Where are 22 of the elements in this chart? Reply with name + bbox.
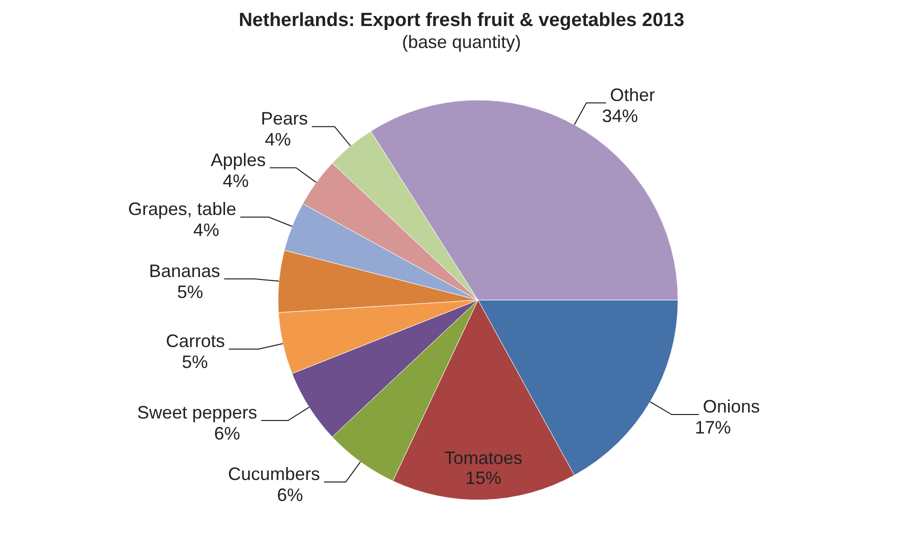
slice-label: Cucumbers [228,464,320,484]
data-label: 4% [222,170,249,191]
slice-label: Grapes, table [128,199,236,220]
slice-label: Onions [702,396,760,417]
chart-title: Netherlands: Export fresh fruit & vegetables 2013 [238,10,684,31]
slice-label: Apples [210,150,266,170]
data-label: 5% [177,282,204,302]
slice-label: Bananas [149,260,220,281]
data-label: 17% [694,418,731,438]
data-label: 34% [602,106,638,126]
slice-label: Other [610,84,656,105]
slice-label: Carrots [166,331,225,352]
slice-label: Pears [260,108,308,129]
slice-label: Sweet peppers [137,402,258,423]
data-label: 4% [193,220,220,240]
chart-subtitle: (base quantity) [402,32,522,52]
slice-label: Tomatoes [444,448,522,468]
data-label: 15% [465,468,502,488]
data-label: 4% [264,130,291,150]
data-label: 5% [182,352,208,372]
data-label: 6% [214,424,240,444]
data-label: 6% [276,485,303,506]
